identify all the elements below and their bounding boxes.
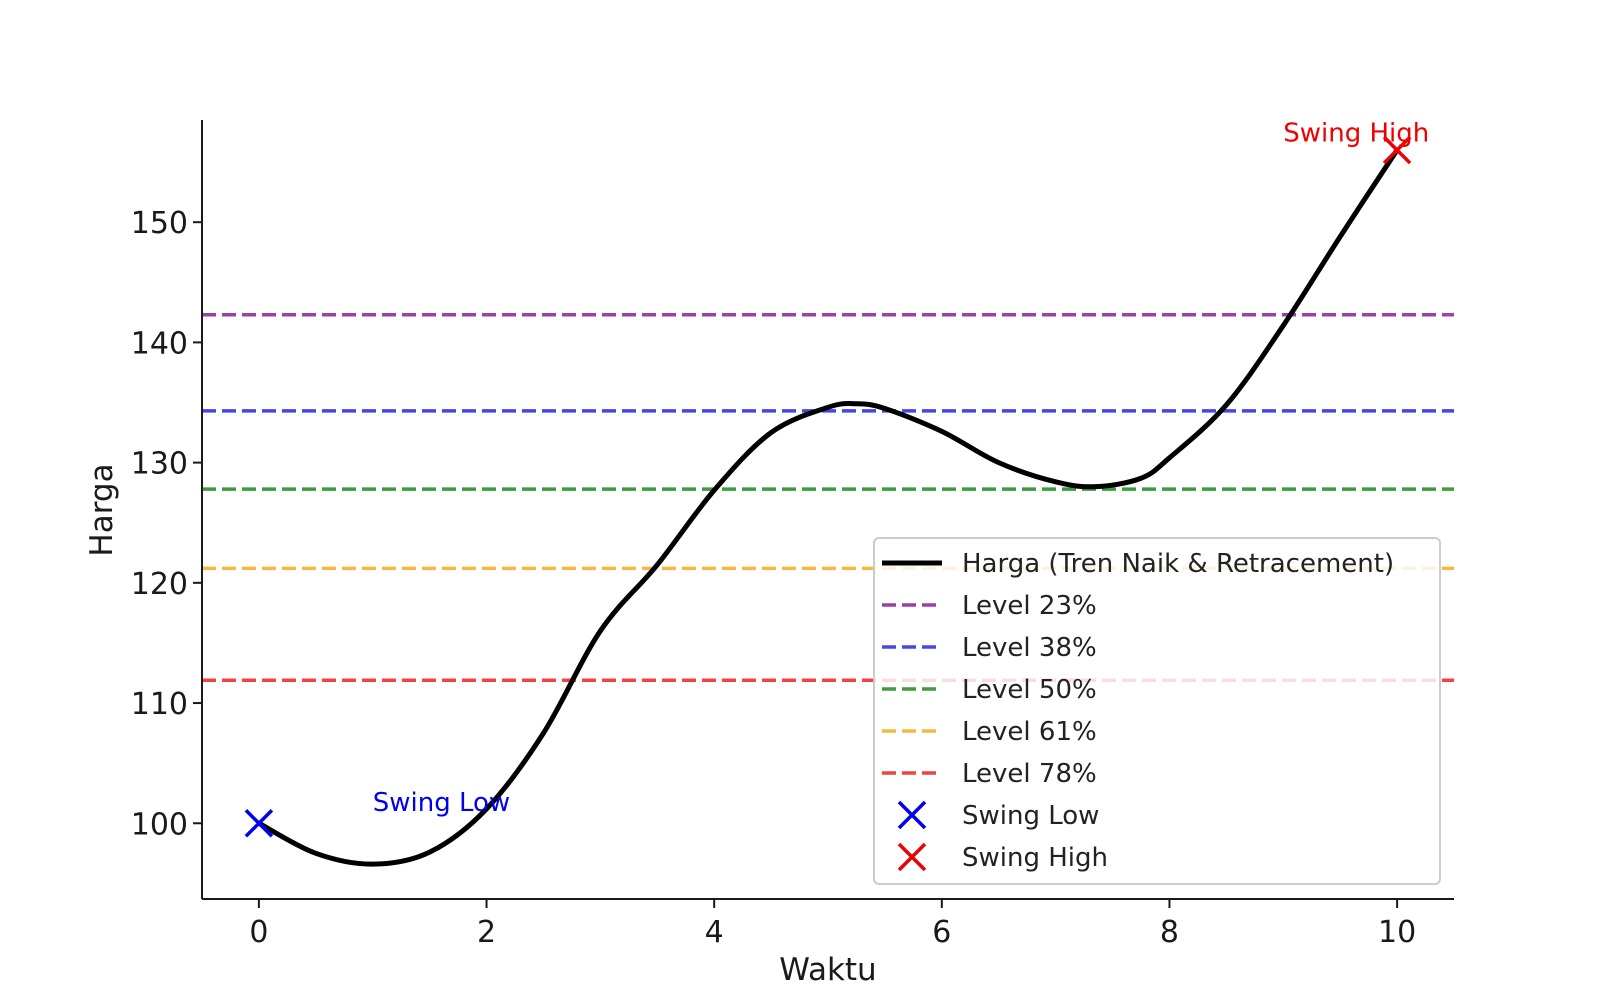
y-tick-label-0: 100	[131, 807, 188, 842]
y-axis-label: Harga	[84, 463, 120, 556]
legend-label-3: Level 50%	[962, 675, 1097, 705]
legend-box	[873, 537, 1441, 885]
x-tick-label-0: 0	[249, 915, 268, 950]
legend-swatch-6	[897, 800, 927, 830]
marker-0-stroke-b	[244, 809, 274, 838]
x-tick-label-1: 2	[477, 915, 496, 950]
legend-label-5: Level 78%	[962, 759, 1097, 789]
y-tick-label-3: 130	[131, 447, 188, 482]
price-series	[256, 147, 1400, 867]
x-tick-label-5: 10	[1378, 915, 1416, 950]
y-tick-label-2: 120	[131, 567, 188, 602]
y-tick-label-4: 140	[131, 326, 188, 361]
legend-label-6: Swing Low	[962, 801, 1099, 831]
axes	[201, 120, 1454, 900]
x-axis-label: Waktu	[779, 952, 876, 988]
swing-markers	[244, 135, 1412, 838]
annotation-1: Swing High	[1283, 119, 1429, 149]
x-tick-label-3: 6	[932, 915, 951, 950]
y-tick-label-5: 150	[131, 206, 188, 241]
legend-swatch-7-stroke-b	[897, 842, 927, 872]
legend-label-0: Harga (Tren Naik & Retracement)	[962, 549, 1394, 579]
marker-1-stroke-b	[1382, 135, 1412, 165]
annotations: Swing Low Swing High	[373, 119, 1430, 819]
marker-1	[1382, 135, 1412, 165]
legend: Harga (Tren Naik & Retracement) Level 23%…	[873, 537, 1441, 885]
legend-swatch-7	[897, 842, 927, 872]
ticks: 0 2 4 6 8 10 100 110 120 130 140 150	[131, 206, 1416, 950]
legend-label-2: Level 38%	[962, 633, 1097, 663]
x-tick-label-2: 4	[705, 915, 724, 950]
x-tick-label-4: 8	[1160, 915, 1179, 950]
marker-0	[244, 809, 274, 838]
legend-label-1: Level 23%	[962, 591, 1097, 621]
annotation-0: Swing Low	[373, 788, 510, 818]
legend-swatch-6-stroke-b	[897, 800, 927, 830]
legend-label-7: Swing High	[962, 843, 1108, 873]
y-tick-label-1: 110	[131, 687, 188, 722]
legend-label-4: Level 61%	[962, 717, 1097, 747]
series-line-0	[256, 147, 1400, 867]
